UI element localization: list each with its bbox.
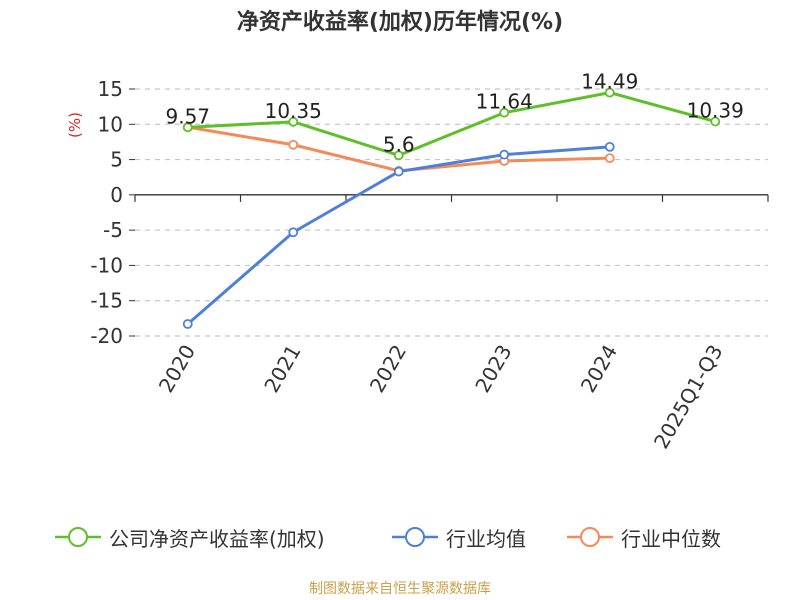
grid-lines: 15 10 5 0 -5 -10 -15 -20	[90, 77, 768, 348]
legend-label: 行业均值	[446, 526, 526, 551]
data-point	[604, 87, 615, 98]
legend-marker-icon	[392, 527, 438, 547]
data-point	[393, 150, 404, 161]
x-tick-label: 2025Q1-Q3	[649, 341, 728, 453]
data-point	[393, 166, 404, 177]
data-point	[182, 122, 193, 133]
y-tick-label: 5	[110, 148, 123, 172]
legend-label: 公司净资产收益率(加权)	[109, 526, 325, 551]
y-tick-label: 10	[98, 112, 123, 136]
data-point	[288, 116, 299, 127]
data-point	[499, 149, 510, 160]
data-point	[710, 116, 721, 127]
data-label: 10.35	[265, 99, 322, 123]
data-labels: 9.57 10.35 5.6 11.64 14.49 10.39	[165, 70, 743, 157]
legend-item[interactable]: 行业中位数	[567, 520, 721, 554]
data-point	[288, 139, 299, 150]
data-point	[604, 153, 615, 164]
y-tick-label: 0	[110, 183, 123, 207]
data-point	[499, 107, 510, 118]
x-tick-label: 2022	[365, 341, 411, 397]
y-tick-label: -20	[90, 324, 123, 348]
x-tick-label: 2020	[154, 341, 200, 397]
data-label: 5.6	[383, 132, 415, 156]
source-note: 制图数据来自恒生聚源数据库	[309, 581, 491, 597]
series-lines	[182, 87, 721, 329]
x-tick-label: 2024	[576, 341, 622, 397]
data-label: 14.49	[581, 70, 638, 94]
data-label: 11.64	[476, 90, 533, 114]
axes: 2020 2021 2022 2023 2024 2025Q1-Q3 (%)	[66, 112, 769, 453]
legend-marker-icon	[567, 527, 613, 547]
legend: 公司净资产收益率(加权) 行业均值 行业中位数	[0, 520, 800, 554]
data-point	[182, 319, 193, 329]
data-label: 10.39	[687, 99, 744, 123]
legend-marker-icon	[55, 527, 101, 547]
y-tick-label: -10	[90, 253, 123, 277]
legend-label: 行业中位数	[621, 526, 721, 551]
y-tick-label: -15	[90, 289, 123, 313]
y-tick-label: 15	[98, 77, 123, 101]
legend-item[interactable]: 公司净资产收益率(加权)	[55, 520, 325, 554]
y-tick-label: -5	[103, 218, 123, 242]
x-tick-label: 2021	[259, 341, 305, 397]
y-axis-label: (%)	[66, 112, 84, 138]
chart-title: 净资产收益率(加权)历年情况(%)	[236, 10, 564, 35]
legend-item[interactable]: 行业均值	[392, 520, 526, 554]
data-point	[604, 141, 615, 152]
data-point	[288, 227, 299, 238]
x-tick-label: 2023	[470, 341, 516, 397]
data-label: 9.57	[165, 104, 210, 128]
series-line	[187, 91, 716, 157]
